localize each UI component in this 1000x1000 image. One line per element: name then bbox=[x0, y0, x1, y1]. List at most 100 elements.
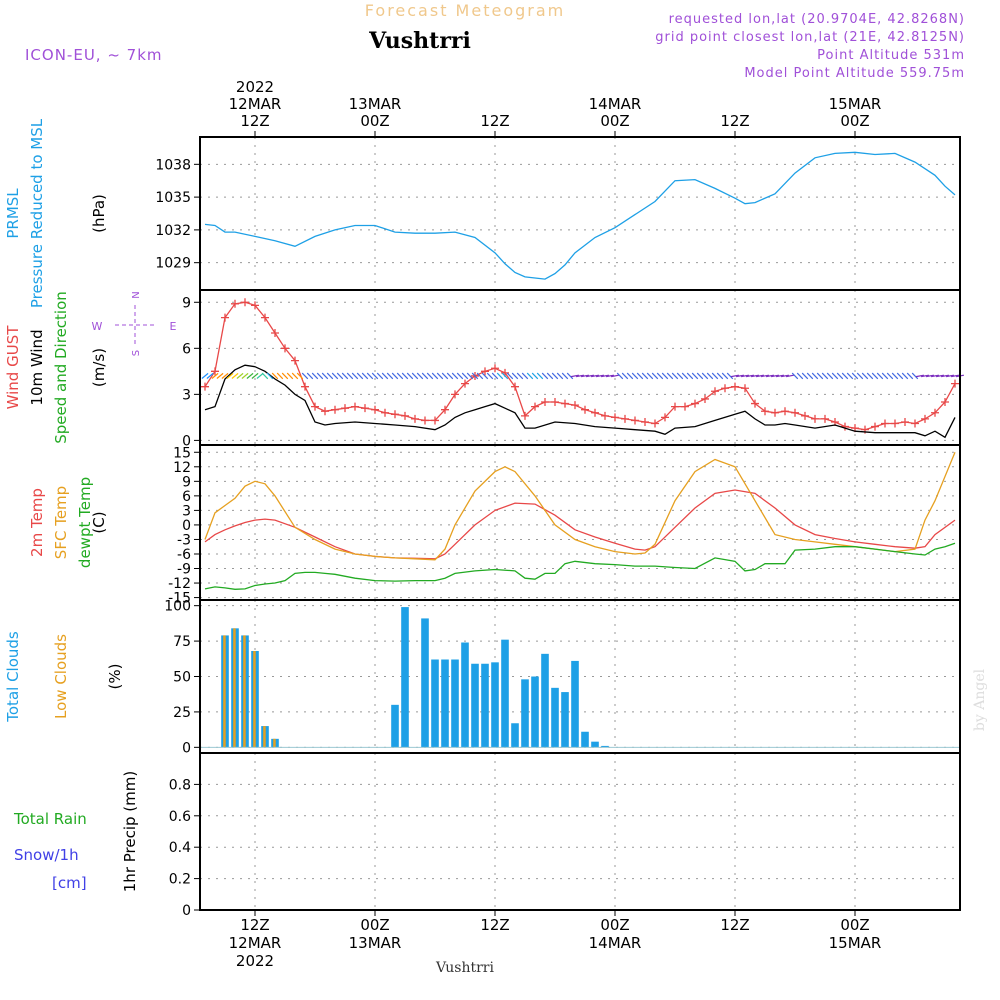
wind-arrow bbox=[421, 372, 429, 380]
gust-marker bbox=[201, 382, 209, 391]
location-title: Vushtrri bbox=[368, 28, 471, 54]
wind-arrow bbox=[546, 372, 554, 380]
bottom-time-date: 12MAR bbox=[229, 934, 282, 952]
wind-arrow bbox=[346, 372, 354, 380]
gust-marker bbox=[881, 419, 889, 428]
wind-arrow bbox=[730, 374, 740, 378]
wind-arrow bbox=[681, 372, 689, 380]
wind-arrow bbox=[881, 372, 889, 380]
bottom-time-year: 2022 bbox=[236, 952, 274, 970]
gust-marker bbox=[351, 402, 359, 411]
gust-marker bbox=[381, 408, 389, 417]
ytick-label: -12 bbox=[168, 576, 191, 592]
total-cloud-bar bbox=[491, 662, 499, 748]
footer-location: Vushtrri bbox=[435, 960, 494, 976]
gust-marker bbox=[611, 413, 619, 422]
gust-marker bbox=[581, 405, 589, 414]
top-time-hour: 00Z bbox=[600, 112, 629, 130]
wind-arrow bbox=[531, 372, 539, 380]
top-time-date: 13MAR bbox=[349, 95, 402, 113]
wind-arrow bbox=[595, 374, 605, 378]
wind-arrow bbox=[506, 372, 514, 380]
ytick-label: 0.2 bbox=[169, 872, 191, 888]
y-axis-label: 2m Temp bbox=[28, 488, 46, 557]
top-time-hour: 00Z bbox=[840, 112, 869, 130]
wind-arrow bbox=[281, 372, 289, 380]
wind-arrow bbox=[311, 372, 319, 380]
wind-arrow bbox=[901, 372, 909, 380]
wind-arrow bbox=[246, 372, 254, 379]
compass-west-label: W bbox=[92, 320, 103, 333]
wind-arrow bbox=[491, 372, 499, 380]
gust-marker bbox=[371, 405, 379, 414]
gust-marker bbox=[221, 313, 229, 322]
gust-marker bbox=[451, 390, 459, 399]
gust-marker bbox=[781, 407, 789, 416]
bottom-time-hour: 12Z bbox=[480, 916, 509, 934]
gust-marker bbox=[931, 408, 939, 417]
ytick-label: 9 bbox=[182, 295, 191, 311]
wind-arrow bbox=[925, 374, 935, 378]
wind-arrow bbox=[686, 372, 694, 380]
wind-arrow bbox=[621, 372, 629, 380]
gust-marker bbox=[321, 407, 329, 416]
gust-marker bbox=[391, 410, 399, 419]
total-cloud-bar bbox=[551, 687, 559, 748]
gust-marker bbox=[301, 382, 309, 391]
wind-arrow bbox=[331, 372, 339, 380]
wind-arrow bbox=[201, 372, 209, 379]
gust-marker bbox=[421, 416, 429, 425]
gust-marker bbox=[541, 398, 549, 407]
wind-arrow bbox=[831, 372, 839, 380]
total-cloud-bar bbox=[501, 639, 509, 748]
wind-arrow bbox=[221, 372, 229, 379]
bottom-time-hour: 12Z bbox=[240, 916, 269, 934]
ytick-label: 0 bbox=[182, 518, 191, 534]
wind-arrow bbox=[886, 372, 894, 380]
total-cloud-bar bbox=[531, 676, 539, 748]
wind-arrow bbox=[750, 374, 760, 378]
gust-marker bbox=[561, 399, 569, 408]
low-cloud-bar bbox=[263, 726, 266, 748]
top-time-date: 14MAR bbox=[589, 95, 642, 113]
ytick-label: -15 bbox=[168, 591, 191, 607]
gust-marker bbox=[551, 398, 559, 407]
gust-marker bbox=[271, 328, 279, 337]
gust-marker bbox=[791, 408, 799, 417]
wind-arrow bbox=[416, 372, 424, 380]
wind-arrow bbox=[930, 374, 940, 378]
wind-arrow bbox=[585, 374, 595, 378]
temperature-frame bbox=[199, 444, 961, 601]
wind-arrow bbox=[501, 372, 509, 380]
low-cloud-bar bbox=[273, 738, 276, 748]
wind-arrow bbox=[251, 372, 259, 379]
total-cloud-bar bbox=[561, 692, 569, 748]
wind-arrow bbox=[626, 372, 634, 380]
gust-marker bbox=[211, 367, 219, 376]
wind-arrow bbox=[481, 372, 489, 380]
wind-arrow bbox=[775, 374, 785, 378]
ytick-label: 1035 bbox=[155, 190, 191, 206]
ytick-label: 75 bbox=[173, 634, 191, 650]
ytick-label: 6 bbox=[182, 489, 191, 505]
wind-arrow bbox=[641, 372, 649, 380]
y-axis-unit: 1hr Precip (mm) bbox=[121, 771, 139, 892]
gust-marker bbox=[681, 402, 689, 411]
pressure-panel: 1029 1032 1035 1038 PRMSL Pressure Reduced to… bbox=[4, 118, 961, 308]
gust-marker bbox=[661, 413, 669, 422]
wind-arrow bbox=[935, 374, 945, 378]
wind-panel: 0 3 6 9 Wind GUST 10m Wind Speed and Direction… bbox=[4, 289, 965, 449]
wind-arrow bbox=[271, 372, 279, 380]
total-cloud-bar bbox=[571, 660, 579, 748]
wind-arrow bbox=[291, 372, 299, 380]
gust-marker bbox=[761, 407, 769, 416]
gust-marker bbox=[751, 399, 759, 408]
wind-arrow bbox=[950, 374, 960, 378]
wind-arrow bbox=[616, 372, 624, 380]
wind-arrow bbox=[261, 372, 269, 380]
ytick-label: 0.4 bbox=[169, 840, 191, 856]
wind-arrow bbox=[366, 372, 374, 380]
wind-arrow bbox=[326, 372, 334, 380]
total-cloud-bar bbox=[441, 659, 449, 748]
